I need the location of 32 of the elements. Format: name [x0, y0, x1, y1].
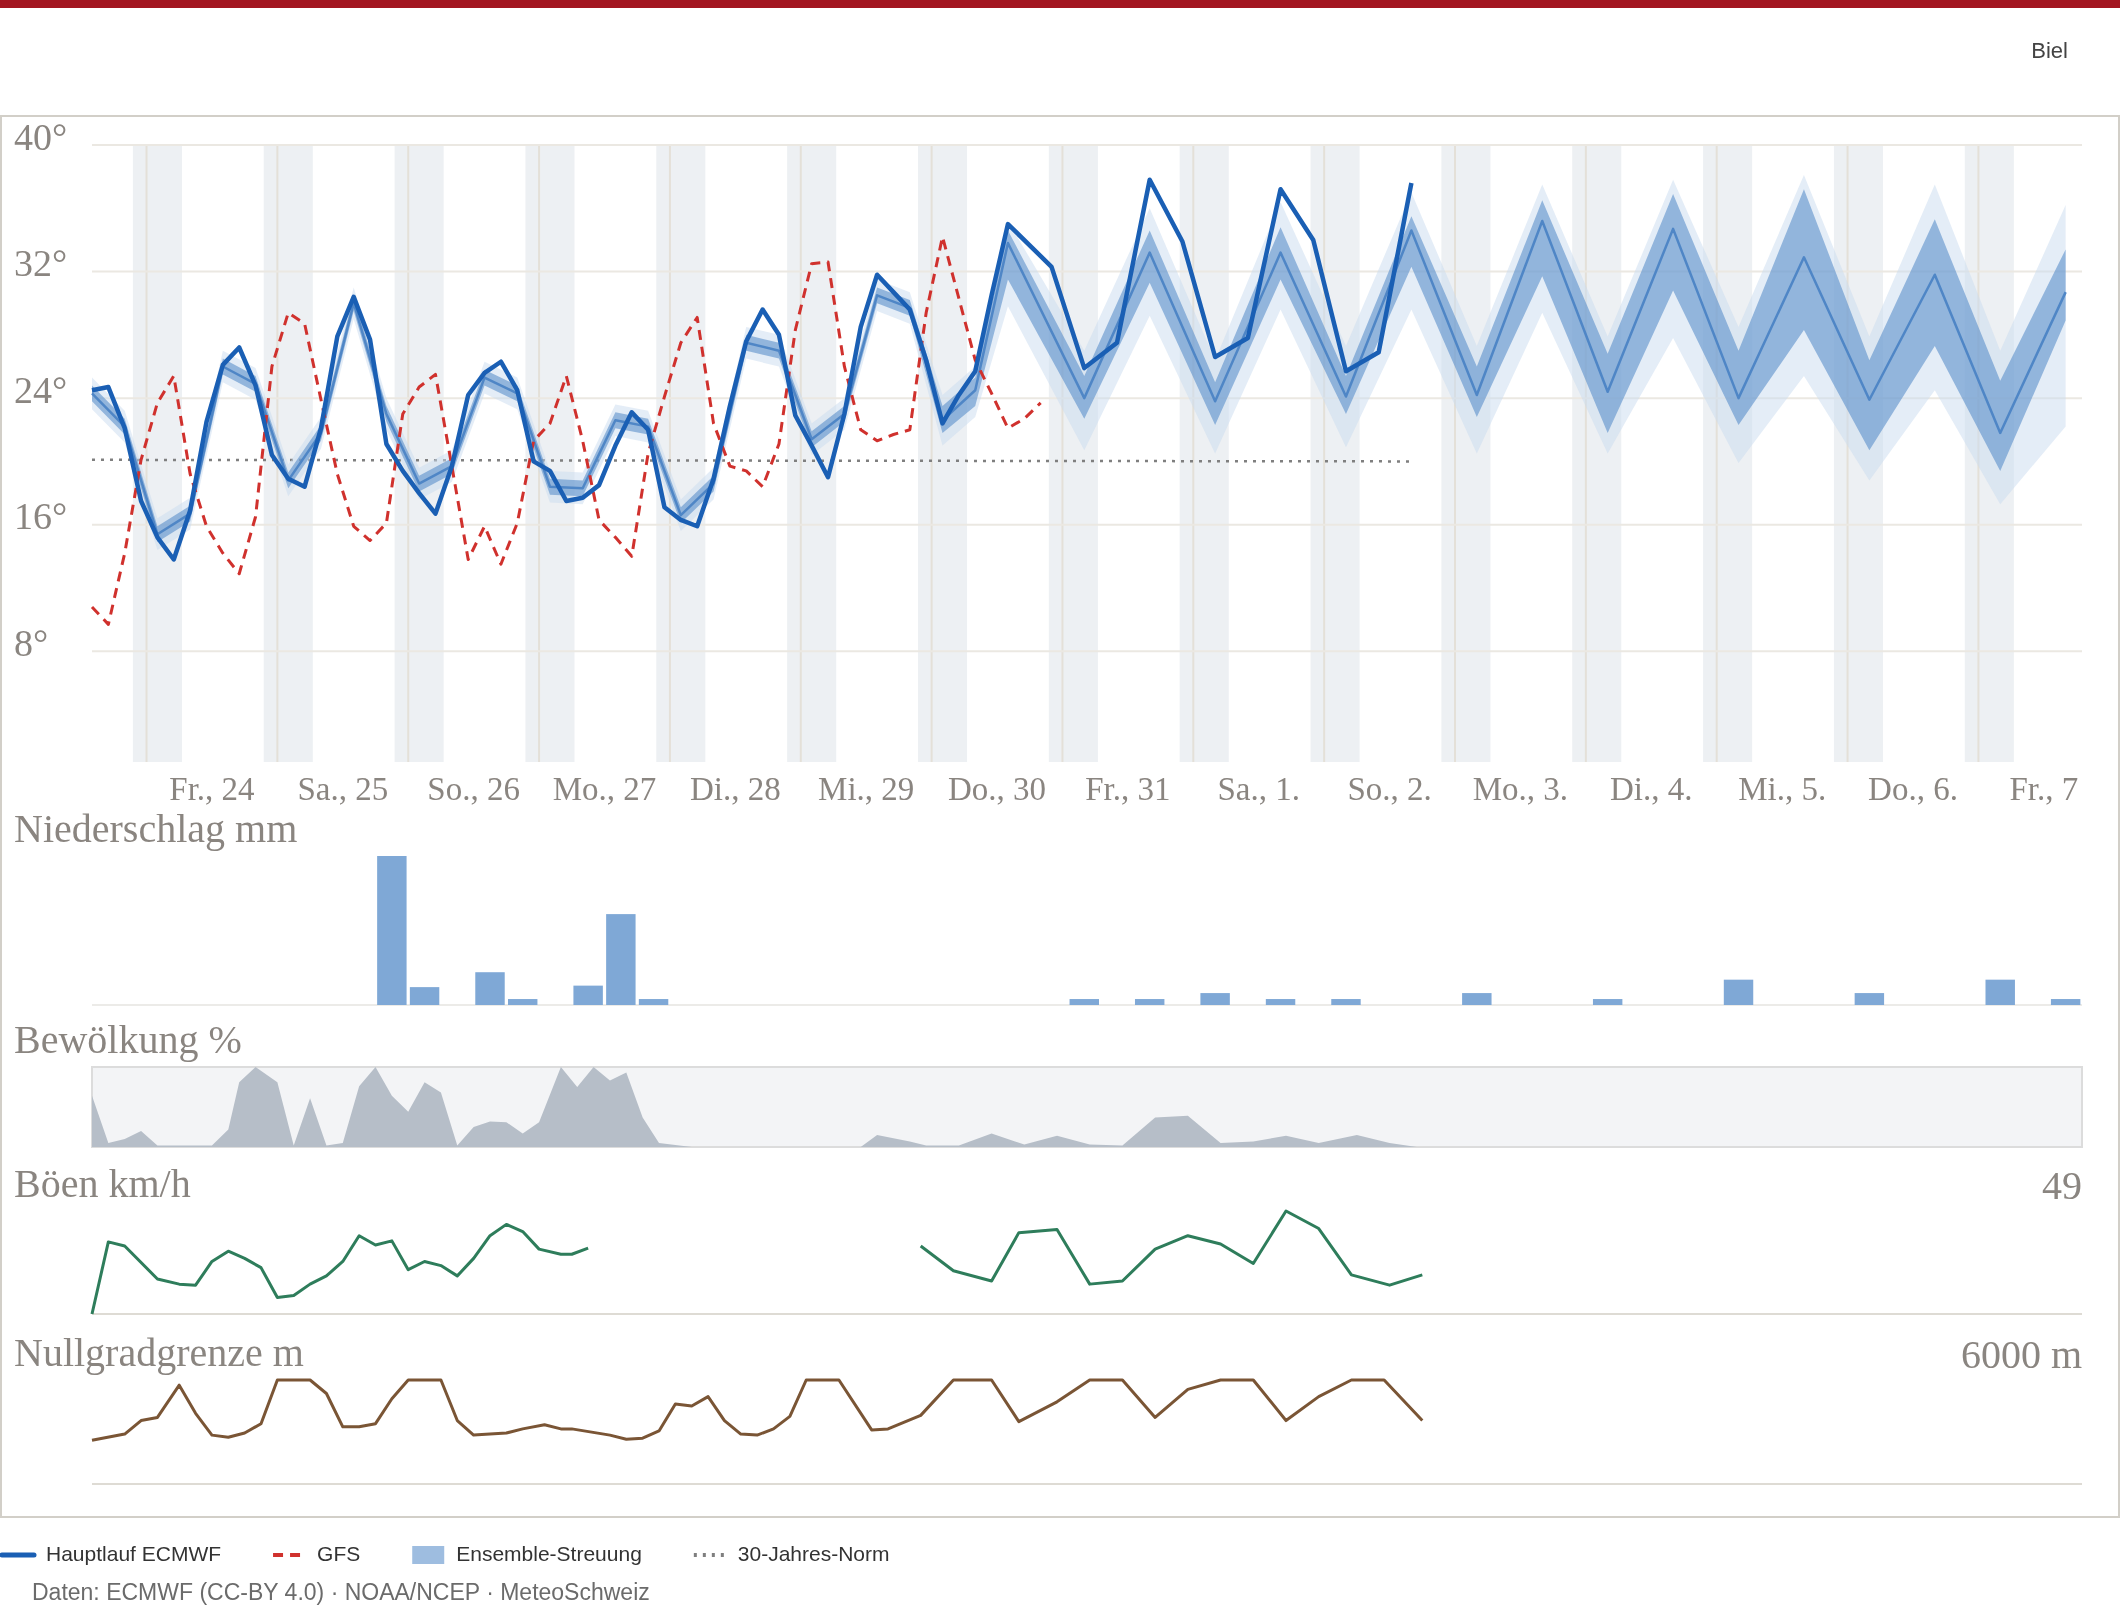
- y-tick-label: 16°: [14, 495, 68, 538]
- y-tick-label: 8°: [14, 621, 49, 664]
- x-tick-label: Sa., 25: [297, 770, 389, 807]
- x-tick-label: Di., 4.: [1610, 770, 1693, 807]
- y-tick-label: 40°: [14, 115, 68, 158]
- x-tick-label: Do., 6.: [1868, 770, 1958, 807]
- x-tick-label: Mo., 3.: [1472, 770, 1569, 807]
- y-tick-label: 24°: [14, 368, 68, 411]
- x-tick-label: So., 26: [427, 770, 520, 807]
- x-tick-label: Fr., 24: [169, 770, 255, 807]
- chart-title: Biel: [2031, 38, 2068, 63]
- text: 49: [2042, 1163, 2082, 1208]
- x-tick-label: Mo., 27: [552, 770, 657, 807]
- text: 6000 m: [1960, 1332, 2082, 1377]
- chart-title: Nullgradgrenze m: [14, 1330, 304, 1375]
- x-tick-label: Fr., 7: [2009, 770, 2079, 807]
- text: Daten: ECMWF (CC-BY 4.0) · NOAA/NCEP · MeteoSchweiz: [32, 1579, 650, 1605]
- chart-title: Bewölkung %: [14, 1017, 242, 1062]
- x-tick-label: Fr., 31: [1085, 770, 1171, 807]
- x-tick-label: Do., 30: [947, 770, 1047, 807]
- x-tick-label: Sa., 1.: [1217, 770, 1300, 807]
- chart-title: Niederschlag mm: [14, 806, 298, 851]
- chart-title: Böen km/h: [14, 1161, 191, 1206]
- legend-label: GFS: [317, 1541, 361, 1565]
- x-tick-label: Mi., 29: [818, 770, 915, 807]
- legend-label: Ensemble-Streuung: [456, 1541, 642, 1565]
- y-tick-label: 32°: [14, 242, 68, 285]
- x-tick-label: So., 2.: [1347, 770, 1432, 807]
- x-tick-label: Mi., 5.: [1738, 770, 1827, 807]
- legend-label: 30-Jahres-Norm: [737, 1541, 890, 1565]
- legend-label: Hauptlauf ECMWF: [46, 1541, 222, 1565]
- x-tick-label: Di., 28: [689, 770, 781, 807]
